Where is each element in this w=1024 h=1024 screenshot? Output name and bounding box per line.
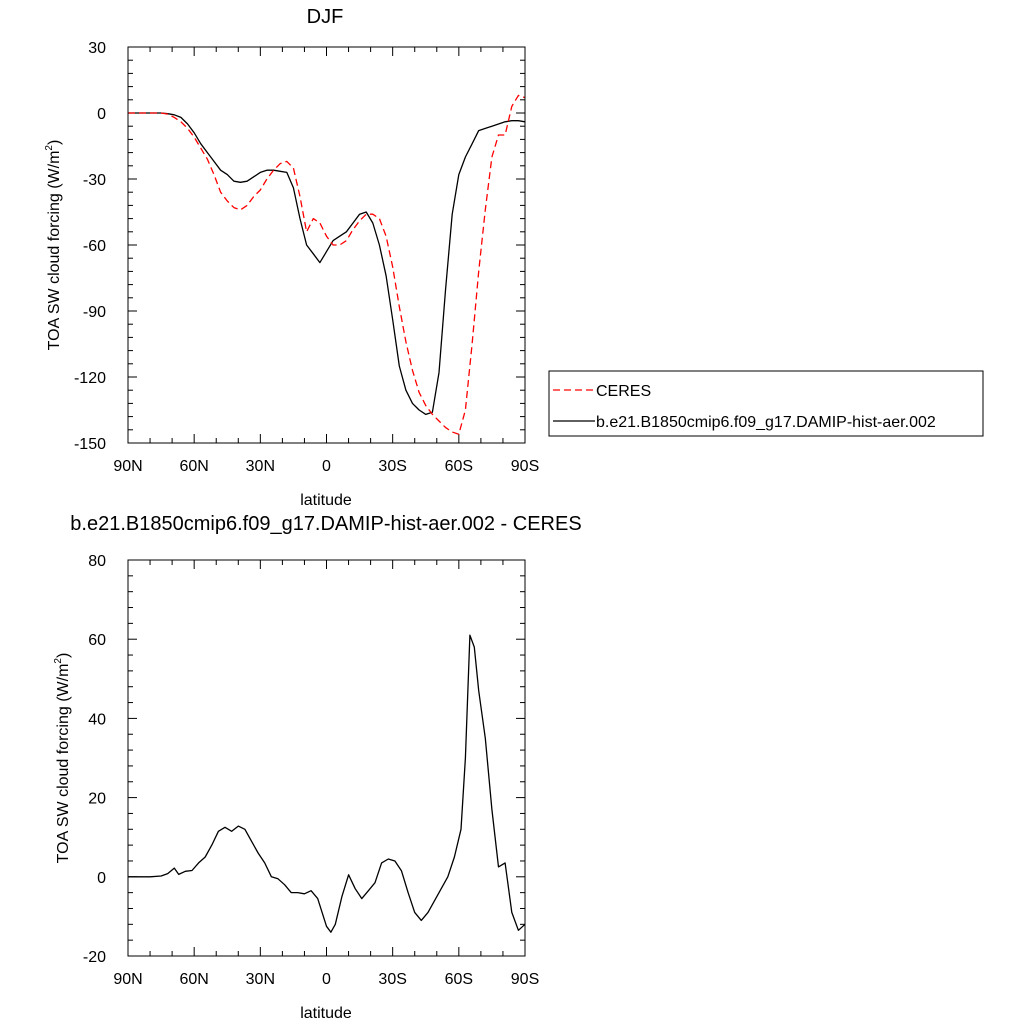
top-y-tick-label: 0 [97,106,106,123]
top-x-tick-label: 90N [113,458,142,475]
top-title: DJF [307,6,344,28]
top-plot-frame [127,46,526,444]
top-series-ceres-line [128,94,526,435]
top-x-tick-label: 60S [445,458,473,475]
top-x-tick-label: 30S [378,458,406,475]
top-y-tick-label: 30 [88,40,106,57]
top-y-tick-label: -120 [74,370,106,387]
bottom-series-model-line [128,634,526,933]
top-plot-area: 90N 60N 30N 0 30S 60S 90S -150 -120 -90 -60 -30 0 30 [74,40,539,475]
top-x-axis-label: latitude [300,492,352,509]
bottom-x-tick-label: 90S [511,971,539,988]
bottom-x-tick-label: 30N [246,971,275,988]
bottom-y-axis-label: TOA SW cloud forcing (W/m2) [53,653,72,864]
bottom-y-tick-label: 20 [88,791,106,808]
bottom-plot-area: 90N 60N 30N 0 30S 60S 90S -20 0 20 40 60 80 [83,553,539,988]
legend-box [548,370,984,437]
bottom-y-tick-label: 0 [97,870,106,887]
bottom-x-tick-label: 60N [179,971,208,988]
legend-ceres-label: CERES [596,383,651,400]
bottom-plot-frame [127,559,526,957]
bottom-panel: b.e21.B1850cmip6.f09_g17.DAMIP-hist-aer.… [53,513,582,1022]
top-y-tick-label: -30 [83,172,106,189]
top-y-tick-label: -150 [74,436,106,453]
bottom-y-tick-label: 60 [88,632,106,649]
bottom-x-tick-label: 0 [322,971,331,988]
legend-model-label: b.e21.B1850cmip6.f09_g17.DAMIP-hist-aer.… [596,414,936,431]
bottom-x-axis-label: latitude [300,1005,352,1022]
bottom-y-tick-label: -20 [83,949,106,966]
top-series-model-line [128,112,526,416]
legend: CERES b.e21.B1850cmip6.f09_g17.DAMIP-his… [548,370,984,437]
bottom-title: b.e21.B1850cmip6.f09_g17.DAMIP-hist-aer.… [70,513,581,535]
bottom-x-tick-label: 90N [113,971,142,988]
bottom-x-tick-label: 60S [445,971,473,988]
top-y-tick-label: -60 [83,238,106,255]
top-x-tick-label: 30N [246,458,275,475]
top-x-tick-label: 90S [511,458,539,475]
top-panel: DJF 90N 60N 30N 0 30S 60S 90S -150 -120 -90 -60 -30… [44,6,984,509]
top-y-axis-label: TOA SW cloud forcing (W/m2) [44,140,63,351]
top-x-tick-label: 0 [322,458,331,475]
bottom-y-tick-label: 80 [88,553,106,570]
bottom-x-tick-label: 30S [378,971,406,988]
top-y-tick-label: -90 [83,304,106,321]
top-x-tick-label: 60N [179,458,208,475]
bottom-y-tick-label: 40 [88,711,106,728]
